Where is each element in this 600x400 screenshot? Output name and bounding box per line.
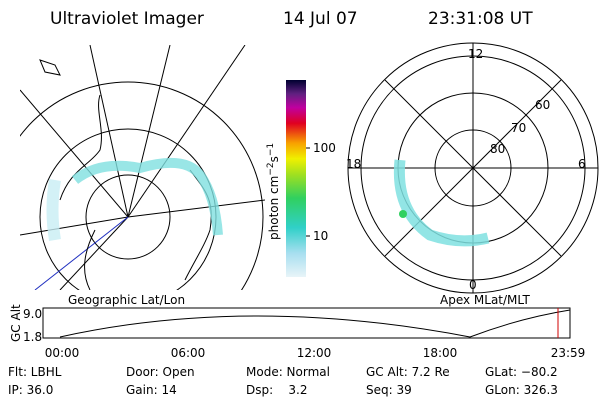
lat-label: 80 (490, 142, 505, 156)
y-tick-label: 9.0 (23, 307, 42, 321)
info-field: Dsp: 3.2 (246, 383, 308, 397)
y-tick-label: 1.8 (23, 330, 42, 344)
label-unit: s (267, 156, 281, 162)
colorbar-label: photon cm−2s−1 (266, 143, 281, 240)
altitude-plot (42, 307, 571, 339)
info-field: GC Alt: 7.2 Re (366, 365, 450, 379)
info-field: Mode: Normal (246, 365, 330, 379)
title: Ultraviolet Imager (50, 9, 204, 29)
x-tick-label: 00:00 (45, 346, 80, 360)
altitude-label: GC Alt (9, 304, 23, 342)
info-field: GLat: −80.2 (485, 365, 558, 379)
colorbar-tick: 100 (313, 141, 336, 155)
map-caption: Geographic Lat/Lon (68, 293, 185, 307)
mlt-label: 12 (468, 47, 483, 61)
label-exp: −2 (266, 162, 276, 175)
info-field: GLon: 326.3 (485, 383, 558, 397)
x-tick-label: 18:00 (423, 346, 458, 360)
mlt-label: 6 (578, 157, 586, 171)
info-field: Door: Open (126, 365, 195, 379)
info-panel: Flt: LBHL Door: Open Mode: Normal GC Alt: 7… (8, 365, 558, 397)
info-field: Flt: LBHL (8, 365, 62, 379)
colorbar-tick: 10 (313, 229, 328, 243)
x-tick-label: 23:59 (551, 346, 586, 360)
info-field: IP: 36.0 (8, 383, 53, 397)
mlt-label: 0 (469, 278, 477, 292)
time: 23:31:08 UT (428, 9, 533, 29)
info-field: Gain: 14 (126, 383, 177, 397)
info-field: Seq: 39 (366, 383, 412, 397)
label-exp: −1 (266, 143, 276, 156)
colorbar (286, 80, 306, 277)
label-text: photon cm (267, 176, 281, 240)
map-caption: Apex MLat/MLT (440, 293, 530, 307)
geographic-map (20, 45, 265, 290)
polar-map (347, 42, 599, 294)
lat-label: 70 (511, 121, 526, 135)
x-tick-label: 06:00 (171, 346, 206, 360)
date: 14 Jul 07 (283, 9, 358, 29)
mlt-label: 18 (346, 157, 361, 171)
x-tick-label: 12:00 (297, 346, 332, 360)
lat-label: 60 (535, 98, 550, 112)
